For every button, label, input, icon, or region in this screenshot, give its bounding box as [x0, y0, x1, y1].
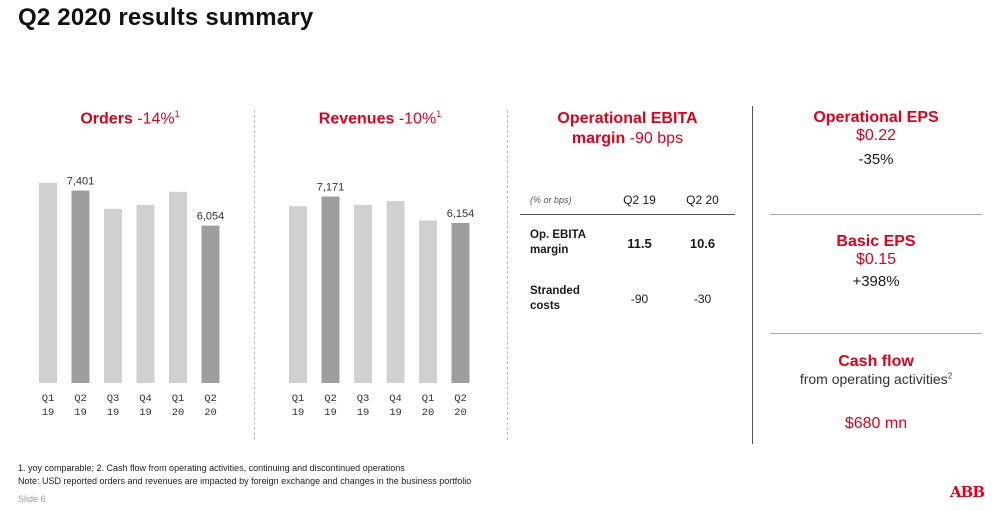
operational-eps-title: Operational EPS	[813, 109, 939, 126]
ebita-row-label-line2: costs	[530, 300, 561, 312]
divider-2	[507, 110, 508, 440]
cashflow-value: $680 mn	[844, 415, 908, 432]
cashflow-footnote: 2	[947, 371, 953, 381]
ebita-table-header: (% or bps) Q2 19 Q2 20	[520, 185, 735, 215]
bar	[289, 206, 307, 383]
tick-label: 19	[357, 407, 370, 419]
ebita-row-label: Op. EBITA margin	[520, 228, 608, 258]
operational-eps-block: Operational EPS $0.22 -35%	[770, 109, 982, 168]
right-divider-2	[770, 333, 982, 334]
revenues-chart: Q1 19 7,171 Q2 19 Q3 19 Q4 19 Q1 20 6,154 Q2 20	[289, 182, 475, 419]
divider-1	[254, 110, 255, 440]
basic-eps-block: Basic EPS $0.15 +398%	[770, 233, 982, 290]
data-label: 7,401	[67, 176, 95, 188]
ebita-margin-q219: 11.5	[627, 235, 652, 251]
data-label: 6,054	[197, 211, 225, 223]
basic-eps-value: $0.15	[855, 251, 897, 268]
bar	[104, 208, 122, 383]
ebita-table: (% or bps) Q2 19 Q2 20 Op. EBITA margin …	[520, 185, 735, 327]
ebita-title: Operational EBITA margin -90 bps	[520, 109, 735, 149]
data-label: 7,171	[317, 182, 345, 194]
tick-label: 19	[292, 407, 305, 419]
tick-label: 20	[204, 407, 217, 419]
ebita-title-margin: margin	[571, 130, 626, 147]
tick-label: 19	[74, 407, 87, 419]
ebita-row-margin: Op. EBITA margin 11.5 10.6	[520, 215, 735, 271]
revenues-footnote: 1	[436, 109, 442, 119]
right-divider-1	[770, 214, 982, 215]
basic-eps-change: +398%	[852, 273, 900, 290]
stranded-q220: -30	[693, 292, 712, 306]
bar	[386, 201, 405, 383]
tick-label: 19	[42, 407, 55, 419]
ebita-margin-q220: 10.6	[689, 235, 716, 251]
tick-label: Q2	[324, 393, 337, 405]
ebita-title-line2: margin -90 bps	[520, 129, 735, 149]
tick-label: Q4	[139, 393, 152, 405]
ebita-title-line1: Operational EBITA	[557, 110, 698, 127]
tick-label: Q3	[107, 393, 120, 405]
bar	[39, 182, 57, 383]
ebita-row-label: Stranded costs	[520, 284, 608, 314]
bar	[169, 191, 187, 383]
ebita-col-q220: Q2 20	[686, 192, 719, 207]
revenues-title: Revenues -10%1	[280, 109, 480, 128]
page-title: Q2 2020 results summary	[18, 4, 314, 31]
basic-eps-title: Basic EPS	[836, 233, 916, 250]
orders-label: Orders	[80, 110, 133, 128]
ebita-change: -90 bps	[629, 130, 684, 147]
footnote-2: Note: USD reported orders and revenues a…	[18, 476, 472, 486]
tick-label: 19	[389, 407, 402, 419]
orders-chart: Q1 19 7,401 Q2 19 Q3 19 Q4 19 Q1 20 6,054 Q2 20	[39, 176, 225, 419]
divider-3	[752, 106, 753, 444]
bar	[71, 190, 90, 383]
slide-number: Slide 6	[18, 494, 46, 504]
tick-label: Q1	[422, 393, 435, 405]
ebita-unit: (% or bps)	[530, 194, 572, 205]
tick-label: Q2	[204, 393, 217, 405]
tick-label: Q1	[172, 393, 185, 405]
cashflow-subtitle: from operating activities	[799, 371, 948, 387]
operational-eps-value: $0.22	[855, 127, 897, 144]
ebita-row-stranded: Stranded costs -90 -30	[520, 271, 735, 327]
tick-label: Q2	[454, 393, 467, 405]
revenues-label: Revenues	[318, 110, 395, 128]
tick-label: 20	[172, 407, 185, 419]
operational-eps-change: -35%	[858, 151, 894, 168]
abb-logo: ABB	[950, 483, 985, 501]
bar	[201, 225, 220, 383]
tick-label: Q2	[74, 393, 87, 405]
revenues-change: -10%	[398, 110, 437, 128]
bar	[354, 204, 372, 383]
ebita-row-label-line2: margin	[530, 244, 569, 256]
cashflow-block: Cash flow from operating activities2 $68…	[770, 353, 982, 433]
tick-label: Q1	[42, 393, 55, 405]
orders-footnote: 1	[174, 109, 180, 119]
tick-label: Q1	[292, 393, 305, 405]
ebita-row-label-line1: Op. EBITA	[530, 229, 587, 241]
data-label: 6,154	[447, 208, 475, 220]
orders-change: -14%	[137, 110, 175, 128]
bar	[451, 222, 470, 383]
cashflow-title: Cash flow	[838, 353, 914, 370]
orders-title: Orders -14%1	[30, 109, 230, 128]
stranded-q219: -90	[630, 292, 649, 306]
ebita-col-q219: Q2 19	[623, 192, 656, 207]
tick-label: Q4	[389, 393, 402, 405]
tick-label: Q3	[357, 393, 370, 405]
tick-label: 19	[107, 407, 120, 419]
tick-label: 19	[324, 407, 337, 419]
bar	[419, 220, 437, 383]
bar	[136, 204, 155, 383]
cashflow-subtitle-line: from operating activities2	[770, 371, 982, 387]
ebita-row-label-line1: Stranded	[530, 285, 580, 297]
tick-label: 20	[454, 407, 467, 419]
bar	[321, 196, 340, 383]
footnote-1: 1. yoy comparable; 2. Cash flow from ope…	[18, 463, 405, 473]
tick-label: 19	[139, 407, 152, 419]
tick-label: 20	[422, 407, 435, 419]
